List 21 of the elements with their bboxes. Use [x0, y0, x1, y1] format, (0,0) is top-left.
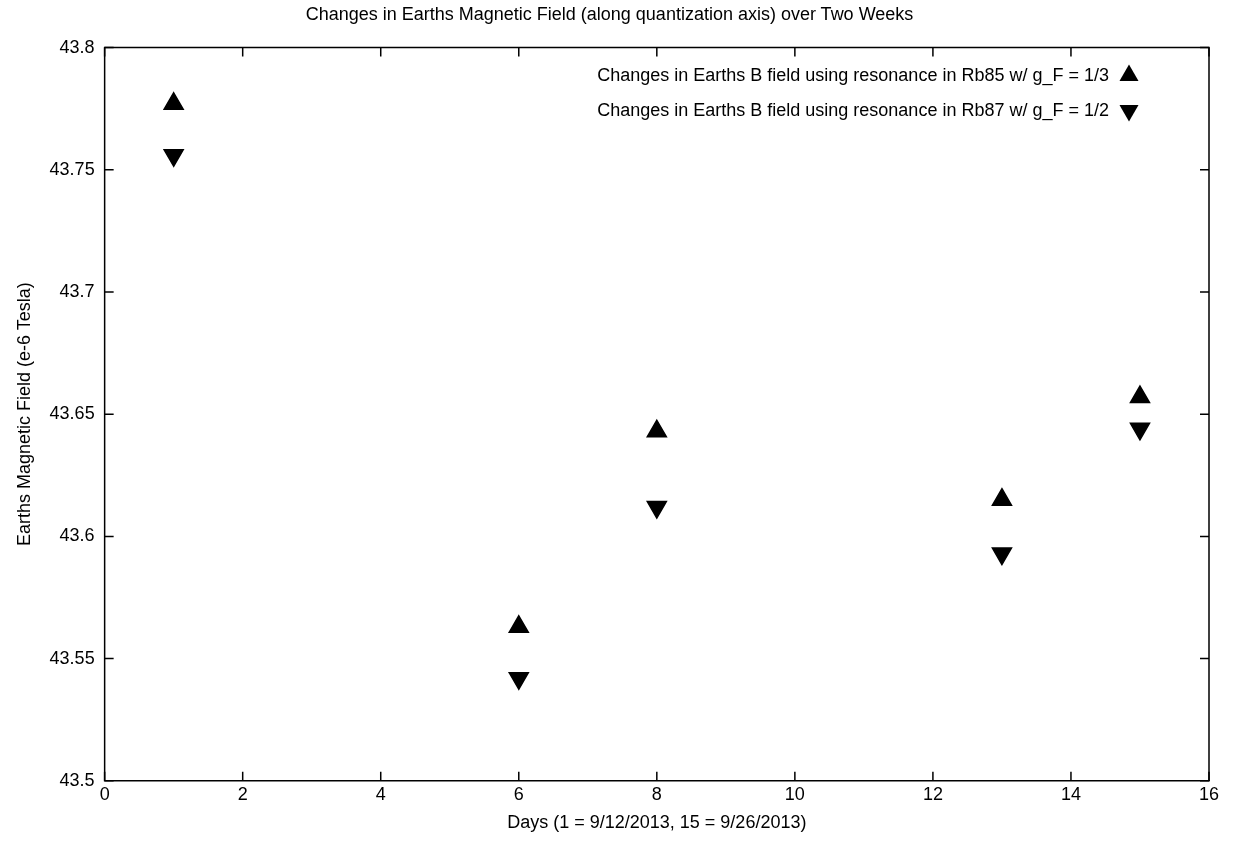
y-tick-label: 43.75	[49, 158, 95, 179]
x-tick-label: 2	[237, 783, 248, 804]
legend-label: Changes in Earths B field using resonance in Rb87 w/ g_F = 1/2	[597, 99, 1109, 121]
y-axis-title: Earths Magnetic Field (e-6 Tesla)	[13, 282, 34, 547]
x-tick-label: 8	[651, 783, 662, 804]
x-tick-label: 12	[922, 783, 943, 804]
x-tick-label: 14	[1060, 783, 1081, 804]
x-tick-label: 4	[375, 783, 386, 804]
x-tick-label: 6	[513, 783, 524, 804]
y-tick-label: 43.65	[49, 403, 95, 424]
y-tick-label: 43.55	[49, 647, 95, 668]
y-tick-label: 43.8	[59, 36, 95, 57]
y-tick-label: 43.6	[59, 525, 95, 546]
y-tick-label: 43.7	[59, 280, 95, 301]
y-tick-label: 43.5	[59, 769, 95, 790]
x-tick-label: 10	[784, 783, 805, 804]
x-tick-label: 0	[99, 783, 110, 804]
x-axis-title: Days (1 = 9/12/2013, 15 = 9/26/2013)	[507, 812, 807, 833]
legend-label: Changes in Earths B field using resonance in Rb85 w/ g_F = 1/3	[597, 64, 1109, 86]
x-tick-label: 16	[1198, 783, 1220, 804]
chart-title: Changes in Earths Magnetic Field (along quantization axis) over Two Weeks	[305, 3, 914, 24]
